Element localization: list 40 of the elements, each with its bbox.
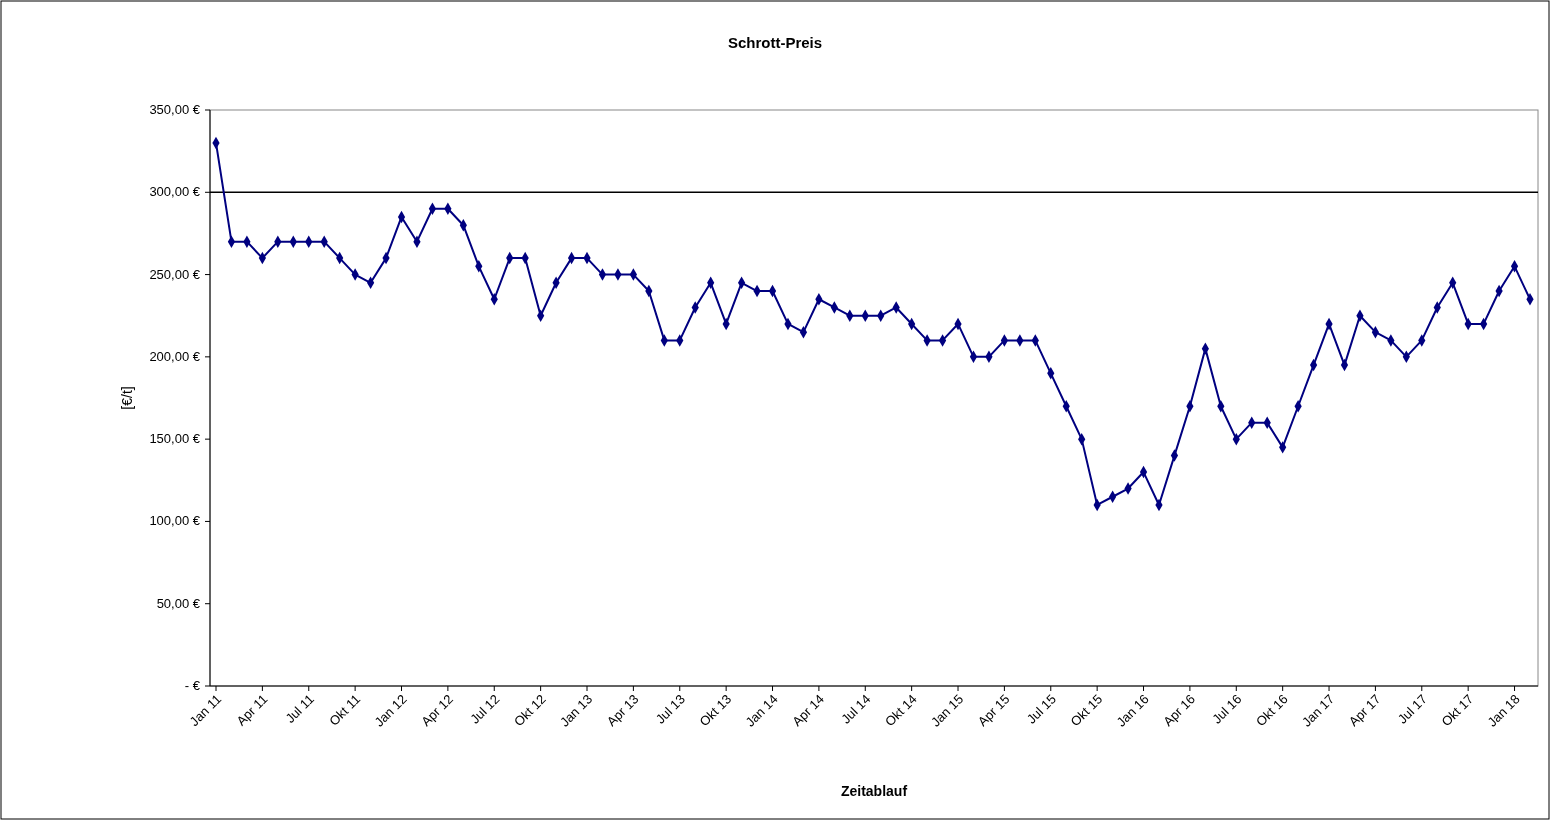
x-tick-label: Jul 16: [1209, 691, 1245, 727]
x-tick-label: Okt 16: [1253, 691, 1291, 730]
x-tick-label: Apr 14: [789, 691, 828, 730]
y-tick-label: - €: [184, 678, 201, 693]
x-tick-label: Okt 11: [326, 691, 364, 729]
x-tick-label: Jul 13: [652, 691, 688, 727]
x-tick-label: Apr 12: [418, 691, 456, 730]
x-tick-label: Jan 17: [1298, 691, 1338, 730]
x-tick-label: Apr 16: [1160, 691, 1199, 730]
x-tick-label: Apr 13: [603, 691, 642, 730]
x-tick-label: Jul 15: [1023, 691, 1059, 727]
x-tick-label: Jul 12: [467, 691, 503, 727]
y-tick-label: 350,00 €: [149, 102, 201, 117]
x-tick-label: Okt 12: [511, 691, 549, 730]
chart-title: Schrott-Preis: [727, 34, 823, 51]
x-tick-label: Apr 15: [974, 691, 1013, 730]
x-tick-label: Jan 15: [927, 691, 967, 730]
x-tick-label: Okt 17: [1438, 691, 1477, 730]
x-tick-label: Apr 11: [233, 691, 271, 729]
x-tick-label: Jan 13: [556, 691, 596, 730]
y-tick-label: 100,00 €: [149, 513, 201, 529]
x-tick-label: Jan 11: [186, 691, 225, 730]
x-tick-label: Okt 13: [696, 691, 735, 730]
y-tick-label: 250,00 €: [149, 266, 201, 282]
x-tick-label: Jan 16: [1113, 691, 1152, 730]
x-tick-label: Jan 12: [371, 691, 410, 730]
y-tick-label: 150,00 €: [149, 431, 201, 447]
x-axis-title: Zeitablauf: [840, 783, 908, 799]
y-axis-title: [€/t]: [119, 386, 135, 410]
y-tick-label: 50,00 €: [156, 595, 201, 611]
x-tick-label: Apr 17: [1345, 691, 1384, 730]
x-tick-label: Jul 11: [282, 691, 317, 726]
x-tick-label: Jul 14: [838, 691, 874, 727]
x-tick-label: Jan 18: [1484, 691, 1523, 730]
x-tick-label: Jan 14: [742, 691, 781, 730]
x-tick-label: Okt 14: [882, 691, 920, 730]
y-tick-label: 200,00 €: [149, 348, 201, 364]
y-tick-label: 300,00 €: [149, 184, 201, 200]
x-tick-label: Okt 15: [1067, 691, 1106, 730]
x-tick-label: Jul 17: [1394, 691, 1430, 727]
